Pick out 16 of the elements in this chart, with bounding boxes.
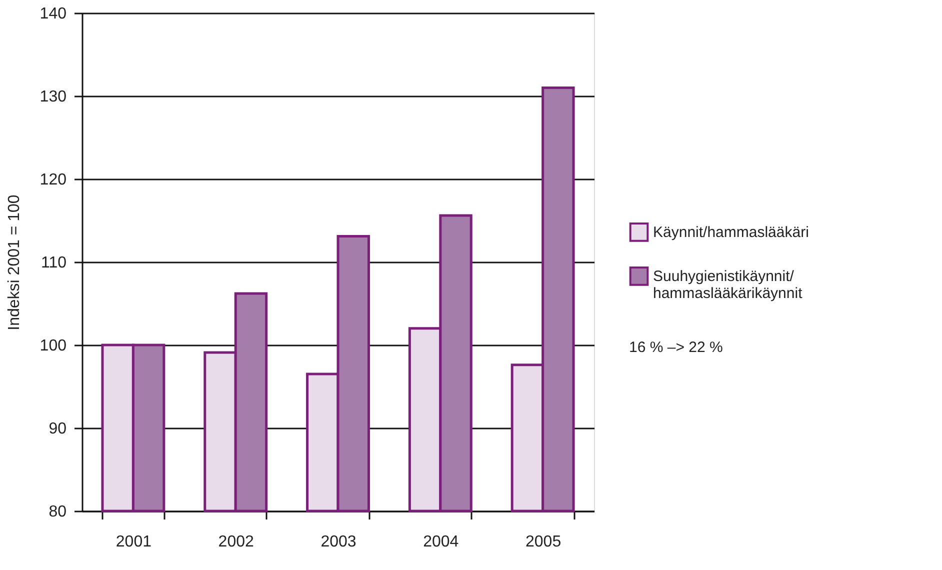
y-tick-label: 140 (40, 6, 67, 22)
legend-label: Käynnit/hammaslääkäri (653, 224, 809, 242)
y-tick-label: 90 (48, 420, 67, 438)
y-axis-title: Indeksi 2001 = 100 (6, 194, 23, 330)
y-tick-label: 80 (48, 504, 67, 520)
legend-label: Suuhygienistikäynnit/ hammaslääkärikäynnit (653, 268, 804, 302)
x-tick-label: 2004 (423, 534, 459, 550)
x-tick-label: 2003 (320, 534, 356, 550)
x-tick-label: 2005 (526, 534, 562, 550)
x-tick-label: 2001 (116, 534, 152, 550)
y-tick-label: 110 (40, 254, 67, 272)
y-tick-label: 130 (40, 88, 67, 106)
y-tick-label: 100 (40, 338, 67, 354)
y-tick-label: 120 (40, 172, 67, 188)
text: 16 % –> 22 % (629, 339, 723, 356)
x-tick-label: 2002 (218, 534, 254, 550)
